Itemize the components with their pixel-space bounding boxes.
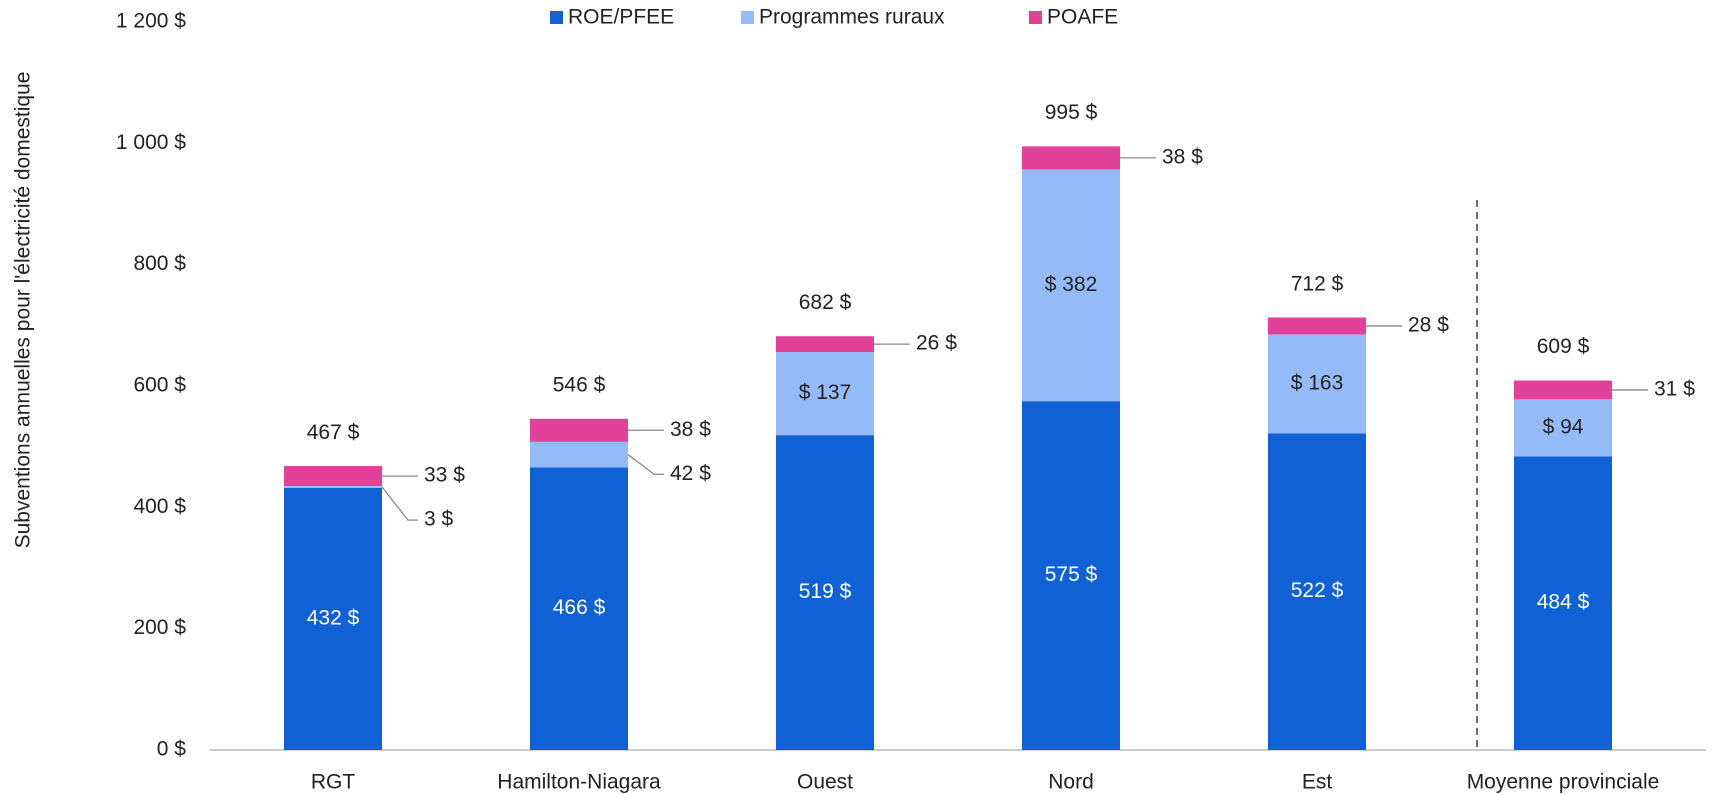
legend-label: ROE/PFEE <box>568 6 674 29</box>
total-label: 609 $ <box>1537 335 1590 358</box>
x-tick-label: RGT <box>311 771 356 794</box>
x-tick-label: Ouest <box>797 771 853 794</box>
bar-segment <box>284 486 382 488</box>
bar-segment <box>1514 399 1612 457</box>
y-tick-label: 1 200 $ <box>116 10 186 33</box>
bar-segment <box>776 435 874 750</box>
value-label: 38 $ <box>670 418 711 441</box>
bar-segment <box>1514 380 1612 400</box>
value-label: 575 $ <box>1045 563 1098 586</box>
value-label: 484 $ <box>1537 591 1590 614</box>
bar-segment <box>284 487 382 750</box>
value-label: 33 $ <box>424 464 465 487</box>
y-tick-label: 600 $ <box>133 374 186 397</box>
value-label: $ 137 <box>799 381 852 404</box>
y-tick-label: 400 $ <box>133 495 186 518</box>
total-label: 546 $ <box>553 373 606 396</box>
value-label: 466 $ <box>553 596 606 619</box>
value-label: 519 $ <box>799 580 852 603</box>
legend-swatch <box>550 11 563 24</box>
y-tick-label: 0 $ <box>157 738 187 761</box>
leader-line <box>381 486 418 521</box>
total-label: 682 $ <box>799 291 852 314</box>
value-label: 28 $ <box>1408 313 1449 336</box>
total-label: 995 $ <box>1045 101 1098 124</box>
value-label: $ 163 <box>1291 371 1344 394</box>
bar-segment <box>1022 146 1120 170</box>
bar-segment <box>530 467 628 750</box>
bar-segment <box>1268 317 1366 335</box>
x-tick-label: Moyenne provinciale <box>1467 771 1660 794</box>
bar-segment <box>1514 456 1612 750</box>
legend-label: Programmes ruraux <box>759 6 945 29</box>
y-tick-label: 200 $ <box>133 616 186 639</box>
y-tick-label: 1 000 $ <box>116 131 186 154</box>
value-label: 42 $ <box>670 462 711 485</box>
y-tick-label: 800 $ <box>133 252 186 275</box>
bar-segment <box>1022 169 1120 402</box>
bar-segment <box>776 352 874 436</box>
value-label: $ 94 <box>1543 415 1584 438</box>
value-label: 31 $ <box>1654 377 1695 400</box>
bar-segment <box>530 441 628 468</box>
value-label: 3 $ <box>424 508 454 531</box>
value-label: $ 382 <box>1045 273 1098 296</box>
x-tick-label: Est <box>1302 771 1333 794</box>
value-label: 522 $ <box>1291 579 1344 602</box>
x-tick-label: Hamilton-Niagara <box>497 771 661 794</box>
bar-segment <box>1268 433 1366 750</box>
bar-segment <box>1022 401 1120 750</box>
legend-swatch <box>1029 11 1042 24</box>
x-tick-label: Nord <box>1048 771 1094 794</box>
value-label: 26 $ <box>916 332 957 355</box>
legend-label: POAFE <box>1047 6 1118 29</box>
bar-segment <box>1268 334 1366 434</box>
bar-segment <box>776 336 874 353</box>
total-label: 712 $ <box>1291 273 1344 296</box>
legend-swatch <box>741 11 754 24</box>
bar-segment <box>530 418 628 442</box>
leader-line <box>627 454 664 475</box>
y-axis-label: Subventions annuelles pour l'électricité… <box>12 72 35 549</box>
value-label: 38 $ <box>1162 145 1203 168</box>
bar-segment <box>284 466 382 487</box>
value-label: 432 $ <box>307 607 360 630</box>
total-label: 467 $ <box>307 421 360 444</box>
